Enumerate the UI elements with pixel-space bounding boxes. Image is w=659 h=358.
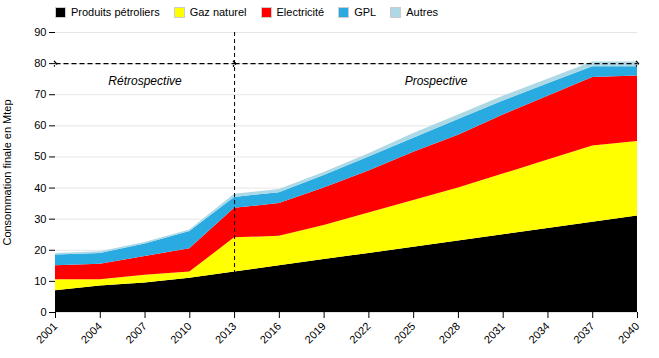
svg-text:40: 40 bbox=[34, 182, 46, 194]
svg-text:80: 80 bbox=[34, 57, 46, 69]
svg-text:2016: 2016 bbox=[257, 320, 283, 346]
svg-text:60: 60 bbox=[34, 119, 46, 131]
svg-text:2007: 2007 bbox=[123, 320, 149, 346]
svg-text:Consommation finale en Mtep: Consommation finale en Mtep bbox=[1, 99, 13, 245]
svg-text:2037: 2037 bbox=[571, 320, 597, 346]
svg-text:2025: 2025 bbox=[392, 320, 418, 346]
svg-text:2031: 2031 bbox=[481, 320, 507, 346]
svg-text:20: 20 bbox=[34, 244, 46, 256]
html-text:GPL: GPL bbox=[354, 6, 377, 18]
html-text:Produits pétroliers: Produits pétroliers bbox=[71, 6, 160, 18]
svg-text:Prospective: Prospective bbox=[405, 74, 468, 88]
svg-text:0: 0 bbox=[40, 306, 46, 318]
svg-text:2022: 2022 bbox=[347, 320, 373, 346]
html-text:Autres: Autres bbox=[406, 6, 438, 18]
svg-text:30: 30 bbox=[34, 213, 46, 225]
svg-text:2010: 2010 bbox=[168, 320, 194, 346]
svg-text:2013: 2013 bbox=[213, 320, 239, 346]
svg-text:2040: 2040 bbox=[616, 320, 642, 346]
svg-text:2001: 2001 bbox=[34, 320, 60, 346]
svg-text:2019: 2019 bbox=[302, 320, 328, 346]
svg-text:2004: 2004 bbox=[78, 320, 104, 346]
svg-text:2028: 2028 bbox=[437, 320, 463, 346]
svg-text:70: 70 bbox=[34, 88, 46, 100]
svg-text:10: 10 bbox=[34, 275, 46, 287]
html-text:Electricité: Electricité bbox=[276, 6, 325, 18]
svg-text:90: 90 bbox=[34, 26, 46, 38]
html-text:Gaz naturel: Gaz naturel bbox=[189, 6, 247, 18]
svg-text:Rétrospective: Rétrospective bbox=[108, 74, 182, 88]
svg-text:2034: 2034 bbox=[526, 320, 552, 346]
svg-text:50: 50 bbox=[34, 150, 46, 162]
